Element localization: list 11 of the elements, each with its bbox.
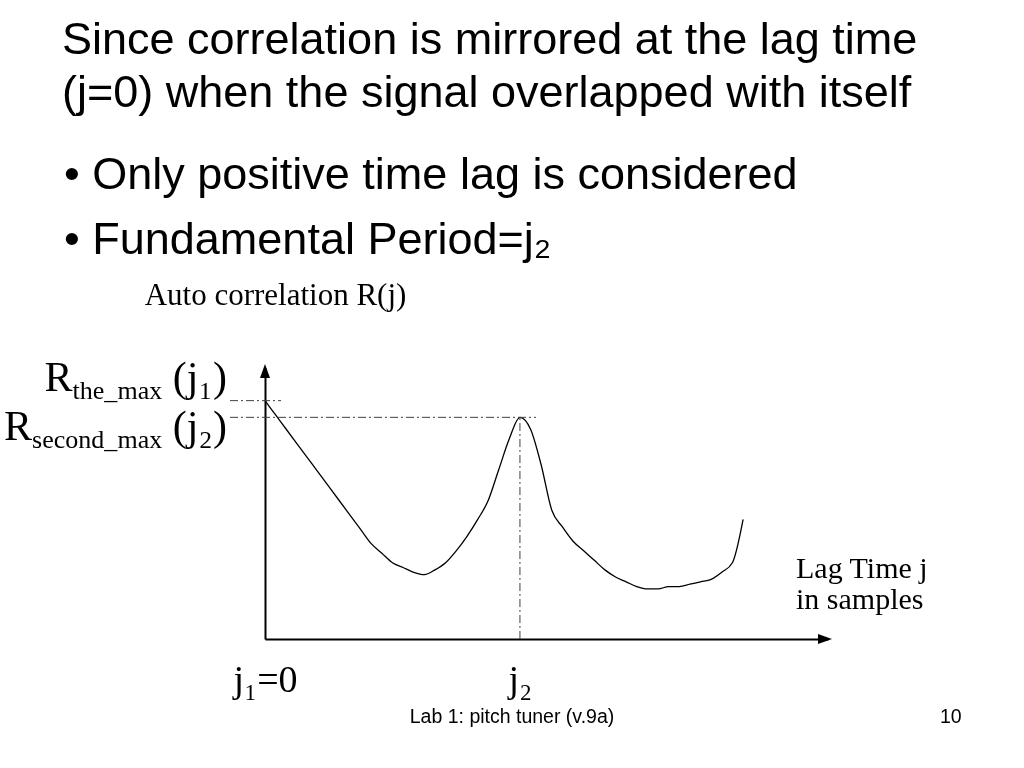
x-tick-label: j₂	[506, 657, 533, 700]
ref-line-label: R$_{second_max}$ (j₂)	[4, 403, 227, 455]
text: Lab 1: pitch tuner (v.9a)	[409, 705, 615, 728]
y-axis-title: Auto correlation R(j)	[144, 276, 407, 312]
text: • Only positive time lag is considered	[64, 147, 798, 201]
chart-title: Since correlation is mirrored at the lag time (j=0) when the signal overlapped with itself	[62, 12, 919, 118]
ref-line-label: R$_{the_max}$ (j₁)	[44, 353, 227, 405]
text: • Fundamental Period=j₂	[64, 212, 552, 266]
text: 10	[940, 705, 962, 728]
x-tick-label: j₁=0	[231, 657, 298, 700]
x-axis-title: Lag Time j in samples	[796, 551, 929, 615]
